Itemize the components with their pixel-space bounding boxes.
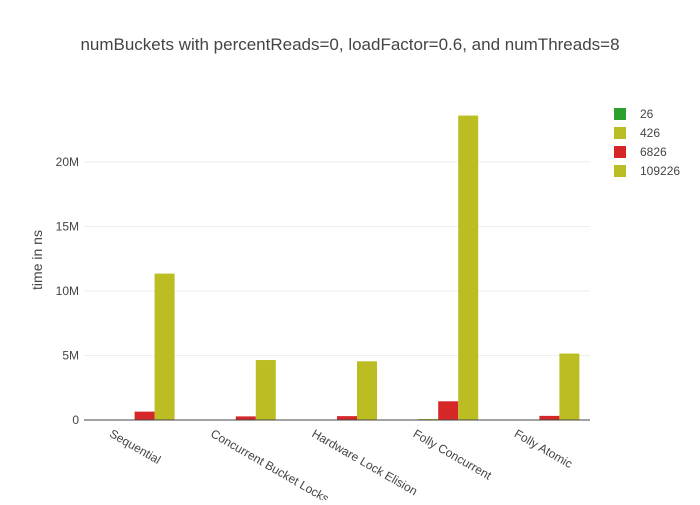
y-tick-label: 0	[72, 413, 79, 427]
bars	[134, 115, 580, 420]
bar-426[interactable]	[418, 418, 439, 420]
bar-109226[interactable]	[458, 115, 479, 420]
bar-6826[interactable]	[337, 416, 357, 420]
legend-label: 109226	[640, 164, 680, 178]
y-tick-label: 10M	[56, 284, 79, 298]
y-axis-label: time in ns	[29, 230, 45, 290]
legend-item[interactable]: 109226	[614, 164, 680, 178]
x-tick-label: Folly Atomic	[512, 426, 575, 470]
x-tick-label: Sequential	[107, 426, 163, 466]
x-tick-label: Hardware Lock Elision	[310, 426, 420, 498]
legend-item[interactable]: 6826	[614, 145, 667, 159]
y-tick-label: 5M	[62, 349, 79, 363]
bar-6826[interactable]	[539, 415, 560, 420]
bar-6826[interactable]	[438, 401, 459, 420]
legend-label: 6826	[640, 145, 667, 159]
bar-109226[interactable]	[357, 361, 377, 420]
bar-109226[interactable]	[154, 273, 175, 420]
bar-109226[interactable]	[559, 353, 580, 420]
legend-swatch	[614, 146, 626, 158]
legend-swatch	[614, 108, 626, 120]
legend-swatch	[614, 127, 626, 139]
bar-6826[interactable]	[134, 411, 155, 420]
legend-item[interactable]: 26	[614, 107, 654, 121]
legend-label: 26	[640, 107, 654, 121]
bar-109226[interactable]	[255, 360, 276, 420]
y-tick-label: 15M	[56, 220, 79, 234]
x-tick-label: Folly Concurrent	[411, 426, 495, 482]
legend-swatch	[614, 165, 626, 177]
chart-title: numBuckets with percentReads=0, loadFact…	[80, 35, 619, 54]
legend-label: 426	[640, 126, 660, 140]
y-tick-label: 20M	[56, 155, 79, 169]
legend-item[interactable]: 426	[614, 126, 660, 140]
bar-6826[interactable]	[235, 416, 256, 420]
legend[interactable]: 26 426 6826 109226	[614, 107, 680, 178]
